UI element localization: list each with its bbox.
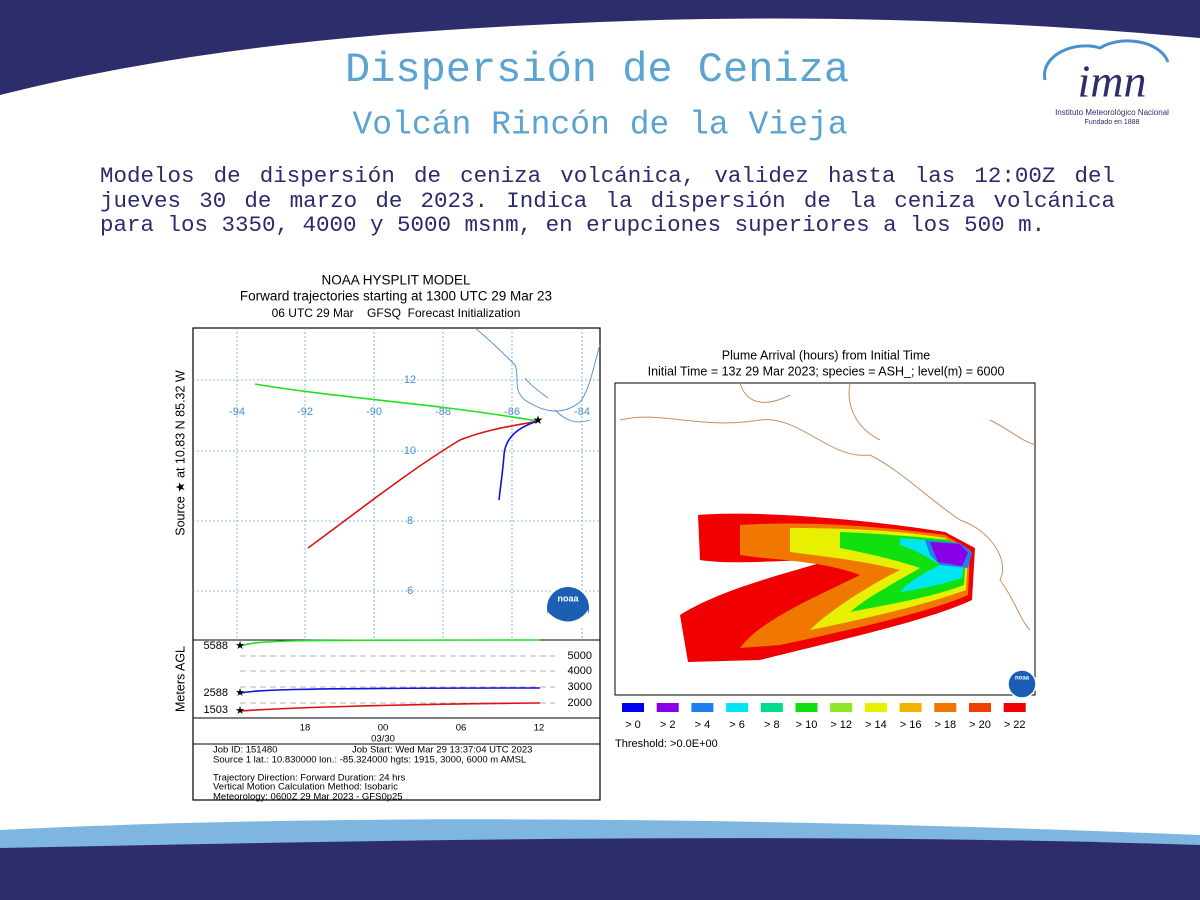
lon-label: -88 xyxy=(435,406,451,418)
legend-swatch xyxy=(656,703,679,712)
footer-line: Job Start: Wed Mar 29 13:37:04 UTC 2023 xyxy=(352,745,532,756)
lon-label: -92 xyxy=(297,406,313,418)
legend-swatch xyxy=(1003,703,1026,712)
trajectory-green xyxy=(254,383,539,422)
threshold: Threshold: >0.0E+00 xyxy=(615,738,718,750)
footer-line: Job ID: 151480 xyxy=(213,745,277,756)
footer-line: Meteorology: 0600Z 29 Mar 2023 - GFS0p25 xyxy=(213,792,403,803)
footer-line: Source 1 lat.: 10.830000 lon.: -85.32400… xyxy=(213,755,526,766)
source-label: Source ★ at 10.83 N 85.32 W xyxy=(173,370,187,536)
panel-title: Forward trajectories starting at 1300 UT… xyxy=(240,289,552,304)
trajectory-red xyxy=(307,420,539,549)
height-scale: 3000 xyxy=(568,681,592,693)
time-label: 12 xyxy=(534,723,545,734)
legend-swatch xyxy=(934,703,957,712)
logo-line: Instituto Meteorológico Nacional xyxy=(1055,108,1169,117)
plume-title: Initial Time = 13z 29 Mar 2023; species … xyxy=(648,364,1005,378)
legend-label: > 16 xyxy=(900,719,922,731)
lat-label: 12 xyxy=(404,374,416,386)
noaa-logo: noaa xyxy=(1007,669,1037,699)
coastline xyxy=(474,327,601,423)
legend-label: > 8 xyxy=(764,719,780,731)
lon-label: -90 xyxy=(366,406,382,418)
legend-swatch xyxy=(830,703,853,712)
plume-title: Plume Arrival (hours) from Initial Time xyxy=(722,348,930,362)
legend-swatch xyxy=(726,703,749,712)
height-scale: 4000 xyxy=(568,665,592,677)
title: Dispersión de Ceniza xyxy=(345,46,849,94)
plume-panel: Plume Arrival (hours) from Initial Time … xyxy=(614,348,1037,750)
star: ★ xyxy=(235,640,245,652)
lat-label: 10 xyxy=(404,445,416,457)
legend-swatch xyxy=(622,703,644,712)
panel-title: NOAA HYSPLIT MODEL xyxy=(321,273,471,288)
imn-logo: imn Instituto Meteorológico Nacional Fun… xyxy=(1043,39,1170,126)
top-band xyxy=(0,0,1200,95)
panel-frame xyxy=(192,327,601,801)
legend-swatch xyxy=(864,703,887,712)
star: ★ xyxy=(235,705,245,717)
legend-label: > 22 xyxy=(1004,719,1026,731)
legend-label: > 14 xyxy=(865,719,887,731)
footer-line: Vertical Motion Calculation Method: Isob… xyxy=(213,782,398,793)
logo-line: Fundado en 1888 xyxy=(1085,119,1140,126)
legend-label: > 2 xyxy=(660,719,676,731)
panel-title: 06 UTC 29 Mar GFSQ Forecast Initializati… xyxy=(272,306,521,320)
date-label: 03/30 xyxy=(371,734,395,745)
height-axis-label: Meters AGL xyxy=(173,646,187,712)
legend-swatch xyxy=(969,703,991,712)
time-label: 00 xyxy=(378,723,389,734)
legend-label: > 4 xyxy=(695,719,711,731)
legend-swatch xyxy=(795,703,818,712)
noaa-text: noaa xyxy=(557,593,579,603)
lat-label: 6 xyxy=(407,585,413,597)
legend-swatch xyxy=(760,703,783,712)
borders xyxy=(619,382,1036,631)
footer-line: Trajectory Direction: Forward Duration: … xyxy=(213,773,406,784)
source-star: ★ xyxy=(533,413,544,427)
height-red xyxy=(239,702,541,712)
legend-label: > 10 xyxy=(796,719,818,731)
bottom-band xyxy=(0,838,1200,900)
logo-cloud xyxy=(1043,39,1170,81)
start-height: 5588 xyxy=(204,640,228,652)
start-height: 1503 xyxy=(204,704,228,716)
lon-label: -84 xyxy=(574,406,590,418)
lon-label: -94 xyxy=(229,406,245,418)
legend-label: > 18 xyxy=(934,719,956,731)
time-label: 18 xyxy=(300,723,311,734)
height-scale: 5000 xyxy=(568,650,592,662)
legend-swatch xyxy=(899,703,922,712)
paragraph: Modelos de dispersión de ceniza volcánic… xyxy=(100,163,1115,238)
star: ★ xyxy=(235,687,245,699)
logo-name: imn xyxy=(1078,56,1147,107)
plume-area xyxy=(930,542,968,566)
legend-swatch xyxy=(691,703,714,712)
hysplit-panel: NOAA HYSPLIT MODEL Forward trajectories … xyxy=(173,273,601,803)
height-blue xyxy=(239,687,541,694)
height-scale: 2000 xyxy=(568,697,592,709)
lat-label: 8 xyxy=(407,515,413,527)
height-green xyxy=(239,639,541,647)
lon-label: -86 xyxy=(504,406,520,418)
start-height: 2588 xyxy=(204,687,228,699)
legend-label: > 6 xyxy=(729,719,745,731)
trajectory-blue xyxy=(498,420,539,501)
noaa-text: noaa xyxy=(1015,676,1030,682)
legend-label: > 20 xyxy=(969,719,991,731)
map-grid xyxy=(193,328,600,640)
noaa-logo: noaa xyxy=(545,585,591,631)
time-label: 06 xyxy=(456,723,467,734)
subtitle: Volcán Rincón de la Vieja xyxy=(352,107,847,144)
legend-label: > 12 xyxy=(830,719,852,731)
legend-label: > 0 xyxy=(625,719,641,731)
